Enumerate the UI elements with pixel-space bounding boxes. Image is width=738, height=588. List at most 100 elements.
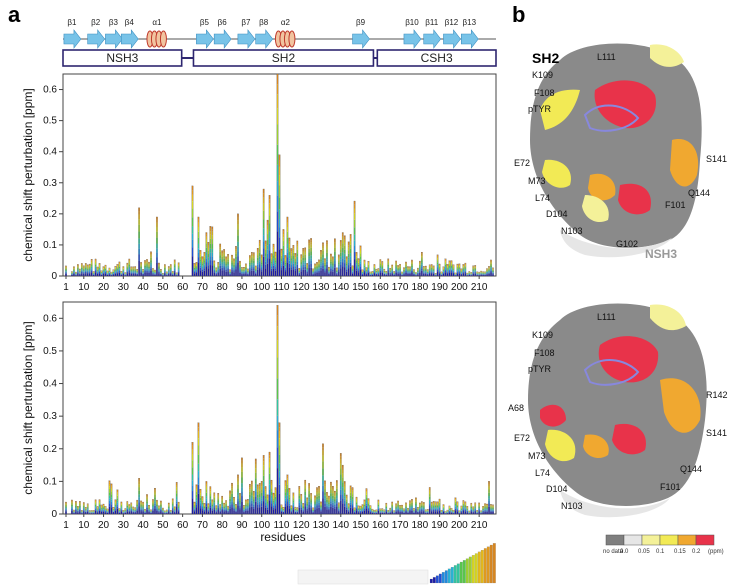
bar-segment: [154, 497, 156, 500]
bar-segment: [355, 268, 358, 271]
bar-segment: [464, 263, 467, 264]
bar: [249, 255, 251, 277]
bar-segment: [191, 467, 194, 475]
bar-segment: [361, 274, 364, 275]
bar-segment: [288, 505, 291, 509]
bar-segment: [310, 496, 312, 499]
bar-segment: [357, 509, 360, 511]
bar-segment: [302, 262, 304, 265]
bar-segment: [403, 269, 405, 271]
bar-segment: [344, 239, 346, 243]
bar-segment: [195, 263, 198, 265]
bar-segment: [417, 270, 419, 271]
bar-segment: [280, 258, 283, 262]
bar-segment: [395, 509, 397, 511]
bar-segment: [472, 269, 474, 271]
bar-segment: [114, 267, 117, 269]
bar-segment: [87, 271, 89, 273]
bar-segment: [83, 507, 85, 509]
bar-segment: [355, 254, 358, 257]
bar-segment: [152, 272, 154, 274]
bar-segment: [436, 267, 439, 270]
bar-segment: [209, 265, 212, 276]
bar-segment: [134, 272, 136, 273]
bar-segment: [355, 270, 358, 276]
bar-segment: [89, 272, 91, 274]
bar-outline: [217, 493, 220, 515]
bar: [381, 261, 384, 277]
bar-segment: [314, 268, 316, 270]
bar-segment: [316, 267, 318, 269]
bar-segment: [156, 226, 158, 232]
bar-segment: [332, 263, 334, 266]
bar: [175, 272, 178, 277]
bar-segment: [128, 509, 130, 511]
bar-segment: [436, 254, 439, 256]
bar-segment: [134, 271, 136, 273]
bar-segment: [164, 264, 166, 266]
bar-outline: [262, 455, 265, 515]
bar-segment: [330, 501, 332, 504]
bar-segment: [175, 490, 178, 494]
bar-segment: [221, 270, 223, 276]
bar-segment: [156, 509, 158, 511]
bar-segment: [112, 271, 115, 272]
bar-segment: [448, 260, 451, 262]
bar-segment: [344, 481, 346, 484]
bar-outline: [239, 493, 241, 515]
bar-segment: [199, 251, 202, 253]
bar-segment: [268, 203, 271, 209]
bar-segment: [193, 270, 196, 272]
bar: [156, 216, 158, 277]
bar-segment: [367, 505, 370, 507]
bar-segment: [156, 501, 158, 503]
bar-segment: [193, 502, 196, 504]
bar-segment: [274, 499, 277, 502]
bar-segment: [456, 271, 459, 273]
bar-segment: [221, 259, 223, 263]
bar-segment: [334, 244, 336, 248]
bar: [393, 510, 395, 515]
bar-segment: [130, 503, 132, 504]
bar-segment: [229, 490, 231, 492]
bar-segment: [262, 461, 265, 466]
bar-outline: [152, 499, 154, 515]
bar-segment: [243, 509, 245, 511]
bar-segment: [431, 272, 433, 274]
bar-segment: [357, 510, 360, 511]
ss-label: β5: [200, 18, 210, 27]
bar: [272, 492, 275, 515]
bar-segment: [280, 253, 283, 256]
bar-segment: [268, 243, 271, 251]
bar-segment: [126, 508, 128, 510]
bar-segment: [355, 260, 358, 263]
bar-segment: [243, 274, 245, 276]
bar-segment: [344, 245, 346, 250]
bar-segment: [207, 509, 210, 510]
bar-segment: [266, 494, 269, 496]
bar-segment: [272, 495, 275, 497]
bar-segment: [448, 264, 451, 267]
bar-outline: [84, 263, 87, 277]
bar-segment: [249, 257, 251, 259]
ss-label: β11: [425, 18, 438, 27]
bar-outline: [347, 241, 350, 277]
bar-segment: [247, 504, 249, 506]
bar-segment: [300, 269, 302, 272]
bar-segment: [138, 254, 140, 261]
bar-segment: [108, 486, 111, 490]
bar-segment: [94, 260, 97, 262]
bar: [152, 499, 154, 515]
bar-segment: [243, 271, 245, 273]
bar-segment: [446, 266, 449, 268]
bar-segment: [324, 270, 326, 273]
bar: [339, 240, 342, 277]
bar-segment: [251, 266, 253, 269]
bar-segment: [144, 271, 146, 273]
bar-segment: [373, 265, 376, 266]
bar-segment: [138, 502, 140, 507]
bar-segment: [126, 511, 128, 514]
bar-segment: [85, 267, 87, 269]
bar-segment: [245, 273, 247, 276]
bar-outline: [75, 501, 77, 515]
